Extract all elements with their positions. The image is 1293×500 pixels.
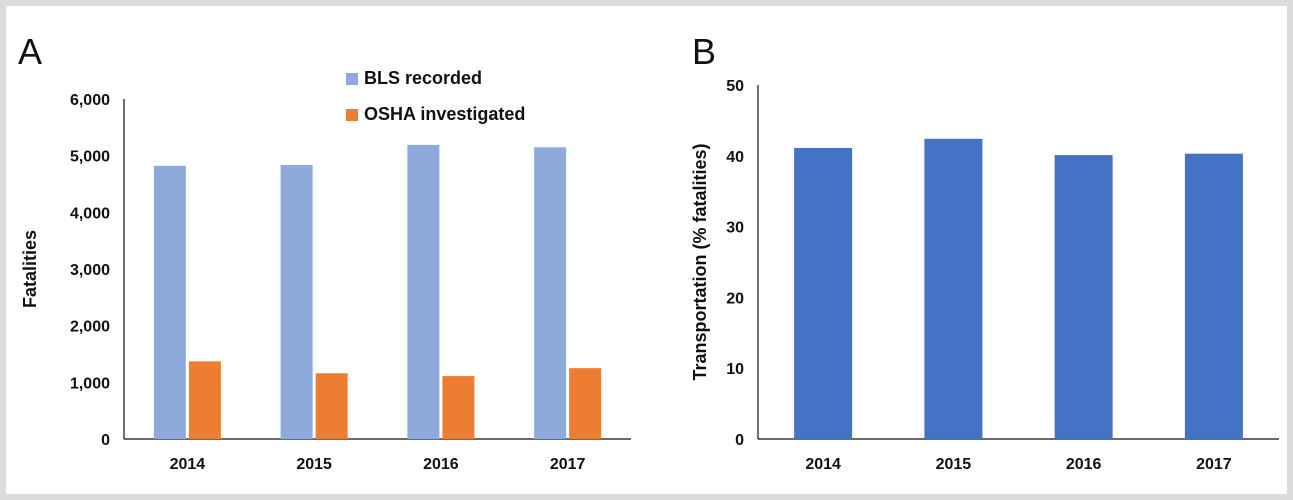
x-tick-label: 2015: [936, 456, 972, 473]
legend-label: OSHA investigated: [364, 104, 525, 124]
y-tick-label: 40: [726, 149, 744, 166]
x-tick-label: 2016: [423, 456, 459, 473]
panel-letter: A: [18, 31, 42, 72]
legend-label: BLS recorded: [364, 68, 482, 88]
bar-series-0-2016: [1054, 155, 1113, 440]
y-tick-label: 6,000: [70, 92, 110, 109]
y-tick-label: 1,000: [70, 375, 110, 392]
chart-canvas: A 0 1,000 2,000 3,000 4,000 5,000 6,000 Fataliti…: [18, 31, 1279, 473]
bar-bls-recorded-2014: [153, 165, 186, 439]
bar-osha-investigated-2014: [188, 361, 221, 439]
y-tick-label: 2,000: [70, 319, 110, 336]
x-tick-label: 2016: [1066, 456, 1102, 473]
x-tick-label: 2014: [170, 456, 206, 473]
panel-a: A 0 1,000 2,000 3,000 4,000 5,000 6,000 Fataliti…: [18, 31, 631, 473]
y-axis-title: Transportation (% fatalities): [690, 143, 710, 380]
y-tick-label: 50: [726, 78, 744, 95]
y-tick-label: 30: [726, 220, 744, 237]
bar-bls-recorded-2016: [407, 144, 440, 439]
y-tick-label: 10: [726, 361, 744, 378]
x-tick-label: 2015: [296, 456, 332, 473]
figure: A 0 1,000 2,000 3,000 4,000 5,000 6,000 Fataliti…: [6, 6, 1287, 494]
y-tick-label: 5,000: [70, 149, 110, 166]
bar-bls-recorded-2017: [534, 147, 567, 439]
panel-b: B 0 10 20 30 40 50 Transportation (% fatalities…: [690, 31, 1279, 473]
x-tick-label: 2017: [1196, 456, 1232, 473]
bar-series-0-2017: [1184, 153, 1243, 439]
panel-letter: B: [692, 31, 716, 72]
y-tick-label: 4,000: [70, 205, 110, 222]
legend-swatch: [346, 73, 358, 85]
y-tick-label: 0: [735, 432, 744, 449]
y-tick-label: 3,000: [70, 262, 110, 279]
bar-series-0-2015: [924, 138, 983, 440]
x-tick-label: 2014: [805, 456, 841, 473]
bar-osha-investigated-2015: [315, 373, 348, 439]
bar-osha-investigated-2017: [569, 368, 602, 439]
y-axis-title: Fatalities: [20, 230, 40, 308]
bar-series-0-2014: [794, 148, 853, 439]
bar-bls-recorded-2015: [280, 164, 313, 439]
y-tick-label: 20: [726, 290, 744, 307]
legend-swatch: [346, 109, 358, 121]
y-tick-label: 0: [101, 432, 110, 449]
bar-osha-investigated-2016: [442, 376, 475, 439]
x-tick-label: 2017: [550, 456, 586, 473]
